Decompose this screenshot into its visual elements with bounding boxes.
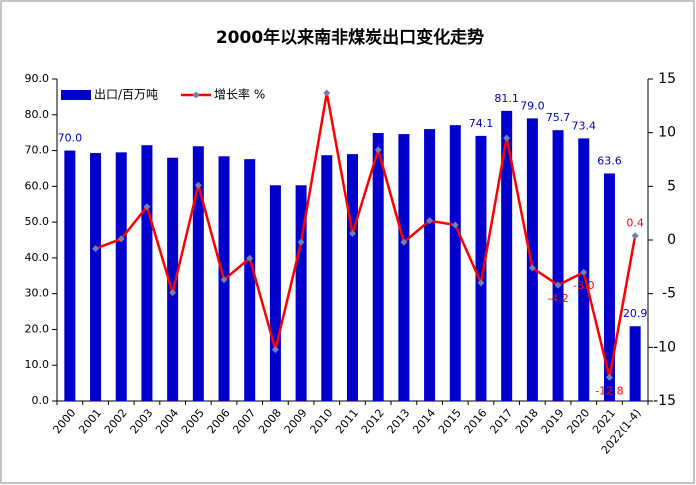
- bar: [629, 326, 641, 401]
- line-marker: [271, 345, 279, 353]
- bar: [347, 154, 358, 401]
- bar: [526, 118, 538, 401]
- bar: [141, 145, 153, 401]
- bar-value-label: 81.1: [494, 92, 519, 105]
- y-tick-label: 60.0: [25, 179, 50, 192]
- line-marker: [503, 134, 511, 142]
- line-value-label: 0.4: [626, 217, 644, 230]
- legend-label: 出口/百万吨: [94, 88, 158, 102]
- bar: [90, 153, 102, 401]
- line-marker: [451, 221, 459, 229]
- line-marker: [143, 203, 151, 211]
- y-tick-label: 40.0: [25, 251, 50, 264]
- bar: [115, 152, 127, 401]
- y2-tick-label: 15: [658, 71, 676, 87]
- line-marker: [477, 279, 485, 287]
- bar-value-label: 63.6: [597, 154, 622, 167]
- bar-value-label: 79.0: [520, 99, 545, 112]
- bar-value-label: 73.4: [572, 119, 597, 132]
- line-value-label: -4.2: [547, 292, 568, 305]
- y-tick-label: 80.0: [25, 108, 50, 121]
- line-marker: [528, 264, 536, 272]
- y2-tick-label: 5: [667, 178, 676, 194]
- y2-tick-label: 10: [658, 125, 676, 141]
- y2-tick-label: -5: [662, 286, 676, 302]
- bar: [501, 110, 513, 401]
- line-marker: [246, 254, 254, 262]
- bar: [244, 159, 256, 401]
- bar: [603, 173, 615, 401]
- bar: [449, 125, 461, 402]
- y-tick-label: 20.0: [25, 322, 50, 335]
- line-value-label: -12.8: [595, 384, 623, 397]
- bar: [372, 133, 384, 401]
- line-marker: [297, 238, 305, 246]
- bar: [269, 185, 281, 401]
- line-marker: [631, 232, 639, 240]
- bar-value-label: 70.0: [58, 132, 83, 145]
- y2-tick-label: -15: [653, 393, 676, 409]
- y-tick-label: 10.0: [25, 358, 50, 371]
- bar: [64, 150, 76, 401]
- line-marker: [400, 238, 408, 246]
- legend-marker: [192, 91, 200, 99]
- bar: [295, 185, 307, 401]
- bar: [475, 135, 487, 402]
- line-marker: [117, 235, 125, 243]
- bar: [552, 130, 564, 401]
- line-marker: [374, 146, 382, 154]
- line-marker: [349, 230, 356, 238]
- line-value-label: -3.0: [573, 279, 594, 292]
- y-tick-label: 70.0: [25, 144, 50, 157]
- line-marker: [605, 373, 613, 381]
- bar-value-label: 74.1: [469, 117, 494, 130]
- bar: [321, 155, 333, 401]
- bar: [424, 129, 436, 402]
- y-tick-label: 50.0: [25, 215, 50, 228]
- chart-title: 2000年以来南非煤炭出口变化走势: [216, 27, 484, 48]
- y2-tick-label: 0: [667, 232, 676, 248]
- line-marker: [169, 289, 177, 297]
- line-marker: [580, 268, 588, 276]
- line-marker: [92, 245, 100, 253]
- y-tick-label: 0.0: [32, 394, 50, 407]
- legend-label: 增长率 %: [214, 87, 265, 102]
- y2-tick-label: -10: [653, 339, 676, 355]
- y-tick-label: 90.0: [25, 72, 50, 85]
- line-marker: [554, 281, 562, 289]
- line-marker: [194, 181, 202, 189]
- line-marker: [426, 217, 434, 225]
- line-marker: [323, 89, 331, 97]
- bar-value-label: 20.9: [623, 307, 648, 320]
- bar: [398, 134, 410, 401]
- legend-swatch: [61, 90, 91, 100]
- bar: [167, 157, 179, 401]
- bar: [192, 146, 204, 401]
- line: [95, 92, 637, 378]
- y-tick-label: 30.0: [25, 287, 50, 300]
- line-marker: [220, 276, 228, 284]
- bar-value-label: 75.7: [546, 111, 571, 124]
